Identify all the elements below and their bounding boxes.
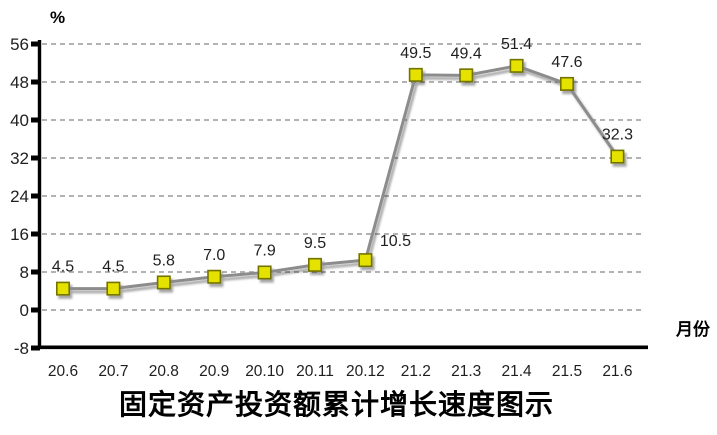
y-tick-label: 8 (20, 263, 29, 282)
data-point-label: 9.5 (304, 235, 326, 252)
labels: 56 48 40 32 24 16 8 0 -8 4.5 4.5 5.8 7.0 7.9 9.5 10.5 49… (10, 35, 633, 380)
x-tick-label: 20.9 (199, 363, 229, 380)
gridlines (42, 43, 644, 349)
y-tick-label: 56 (10, 35, 29, 54)
data-point-marker (559, 76, 574, 91)
data-point-label: 7.0 (203, 247, 225, 264)
data-point-marker (207, 269, 222, 284)
data-point-marker (106, 281, 121, 296)
x-tick-label: 20.10 (245, 363, 284, 380)
data-point-label: 4.5 (102, 259, 124, 276)
x-tick-label: 20.12 (346, 363, 385, 380)
data-point-marker (156, 275, 171, 290)
data-point-label: 49.4 (451, 45, 482, 62)
data-point-marker (55, 281, 70, 296)
chart-title: 固定资产投资额累计增长速度图示 (118, 388, 554, 421)
data-point-marker (358, 253, 373, 268)
data-point-marker (459, 68, 474, 83)
data-point-marker (257, 265, 272, 280)
y-tick-label: 48 (10, 73, 29, 92)
y-tick-label: 40 (10, 111, 29, 130)
data-point-label: 49.5 (400, 45, 431, 62)
data-point-label: 5.8 (153, 252, 175, 269)
x-axis-title: 月份 (675, 319, 711, 339)
x-tick-label: 21.2 (401, 363, 431, 380)
x-tick-label: 21.4 (502, 363, 533, 380)
x-tick-label: 20.7 (98, 363, 128, 380)
data-series (55, 58, 625, 296)
data-point-label: 4.5 (52, 259, 74, 276)
data-point-marker (408, 67, 423, 82)
series-line (63, 64, 619, 291)
y-axis-unit-label: % (50, 8, 65, 27)
y-tick-label: 32 (10, 149, 29, 168)
data-point-marker (509, 58, 524, 73)
x-tick-label: 20.6 (48, 363, 78, 380)
x-tick-label: 21.3 (451, 363, 481, 380)
x-tick-label: 20.11 (296, 363, 334, 380)
y-tick-label: 0 (20, 301, 29, 320)
axes (31, 40, 648, 351)
x-tick-label: 20.8 (149, 363, 179, 380)
y-tick-label: -8 (14, 339, 29, 358)
line-chart: 56 48 40 32 24 16 8 0 -8 4.5 4.5 5.8 7.0 7.9 9.5 10.5 49… (10, 8, 711, 380)
data-point-label: 32.3 (602, 127, 633, 144)
data-point-marker (610, 149, 625, 164)
x-tick-label: 21.6 (602, 363, 632, 380)
data-point-label: 7.9 (253, 242, 275, 259)
y-tick-label: 16 (10, 225, 29, 244)
data-point-label: 51.4 (501, 36, 532, 53)
data-point-marker (307, 257, 322, 272)
data-point-label: 10.5 (380, 233, 411, 250)
data-point-label: 47.6 (551, 54, 582, 71)
y-tick-label: 24 (10, 187, 29, 206)
x-tick-label: 21.5 (552, 363, 582, 380)
